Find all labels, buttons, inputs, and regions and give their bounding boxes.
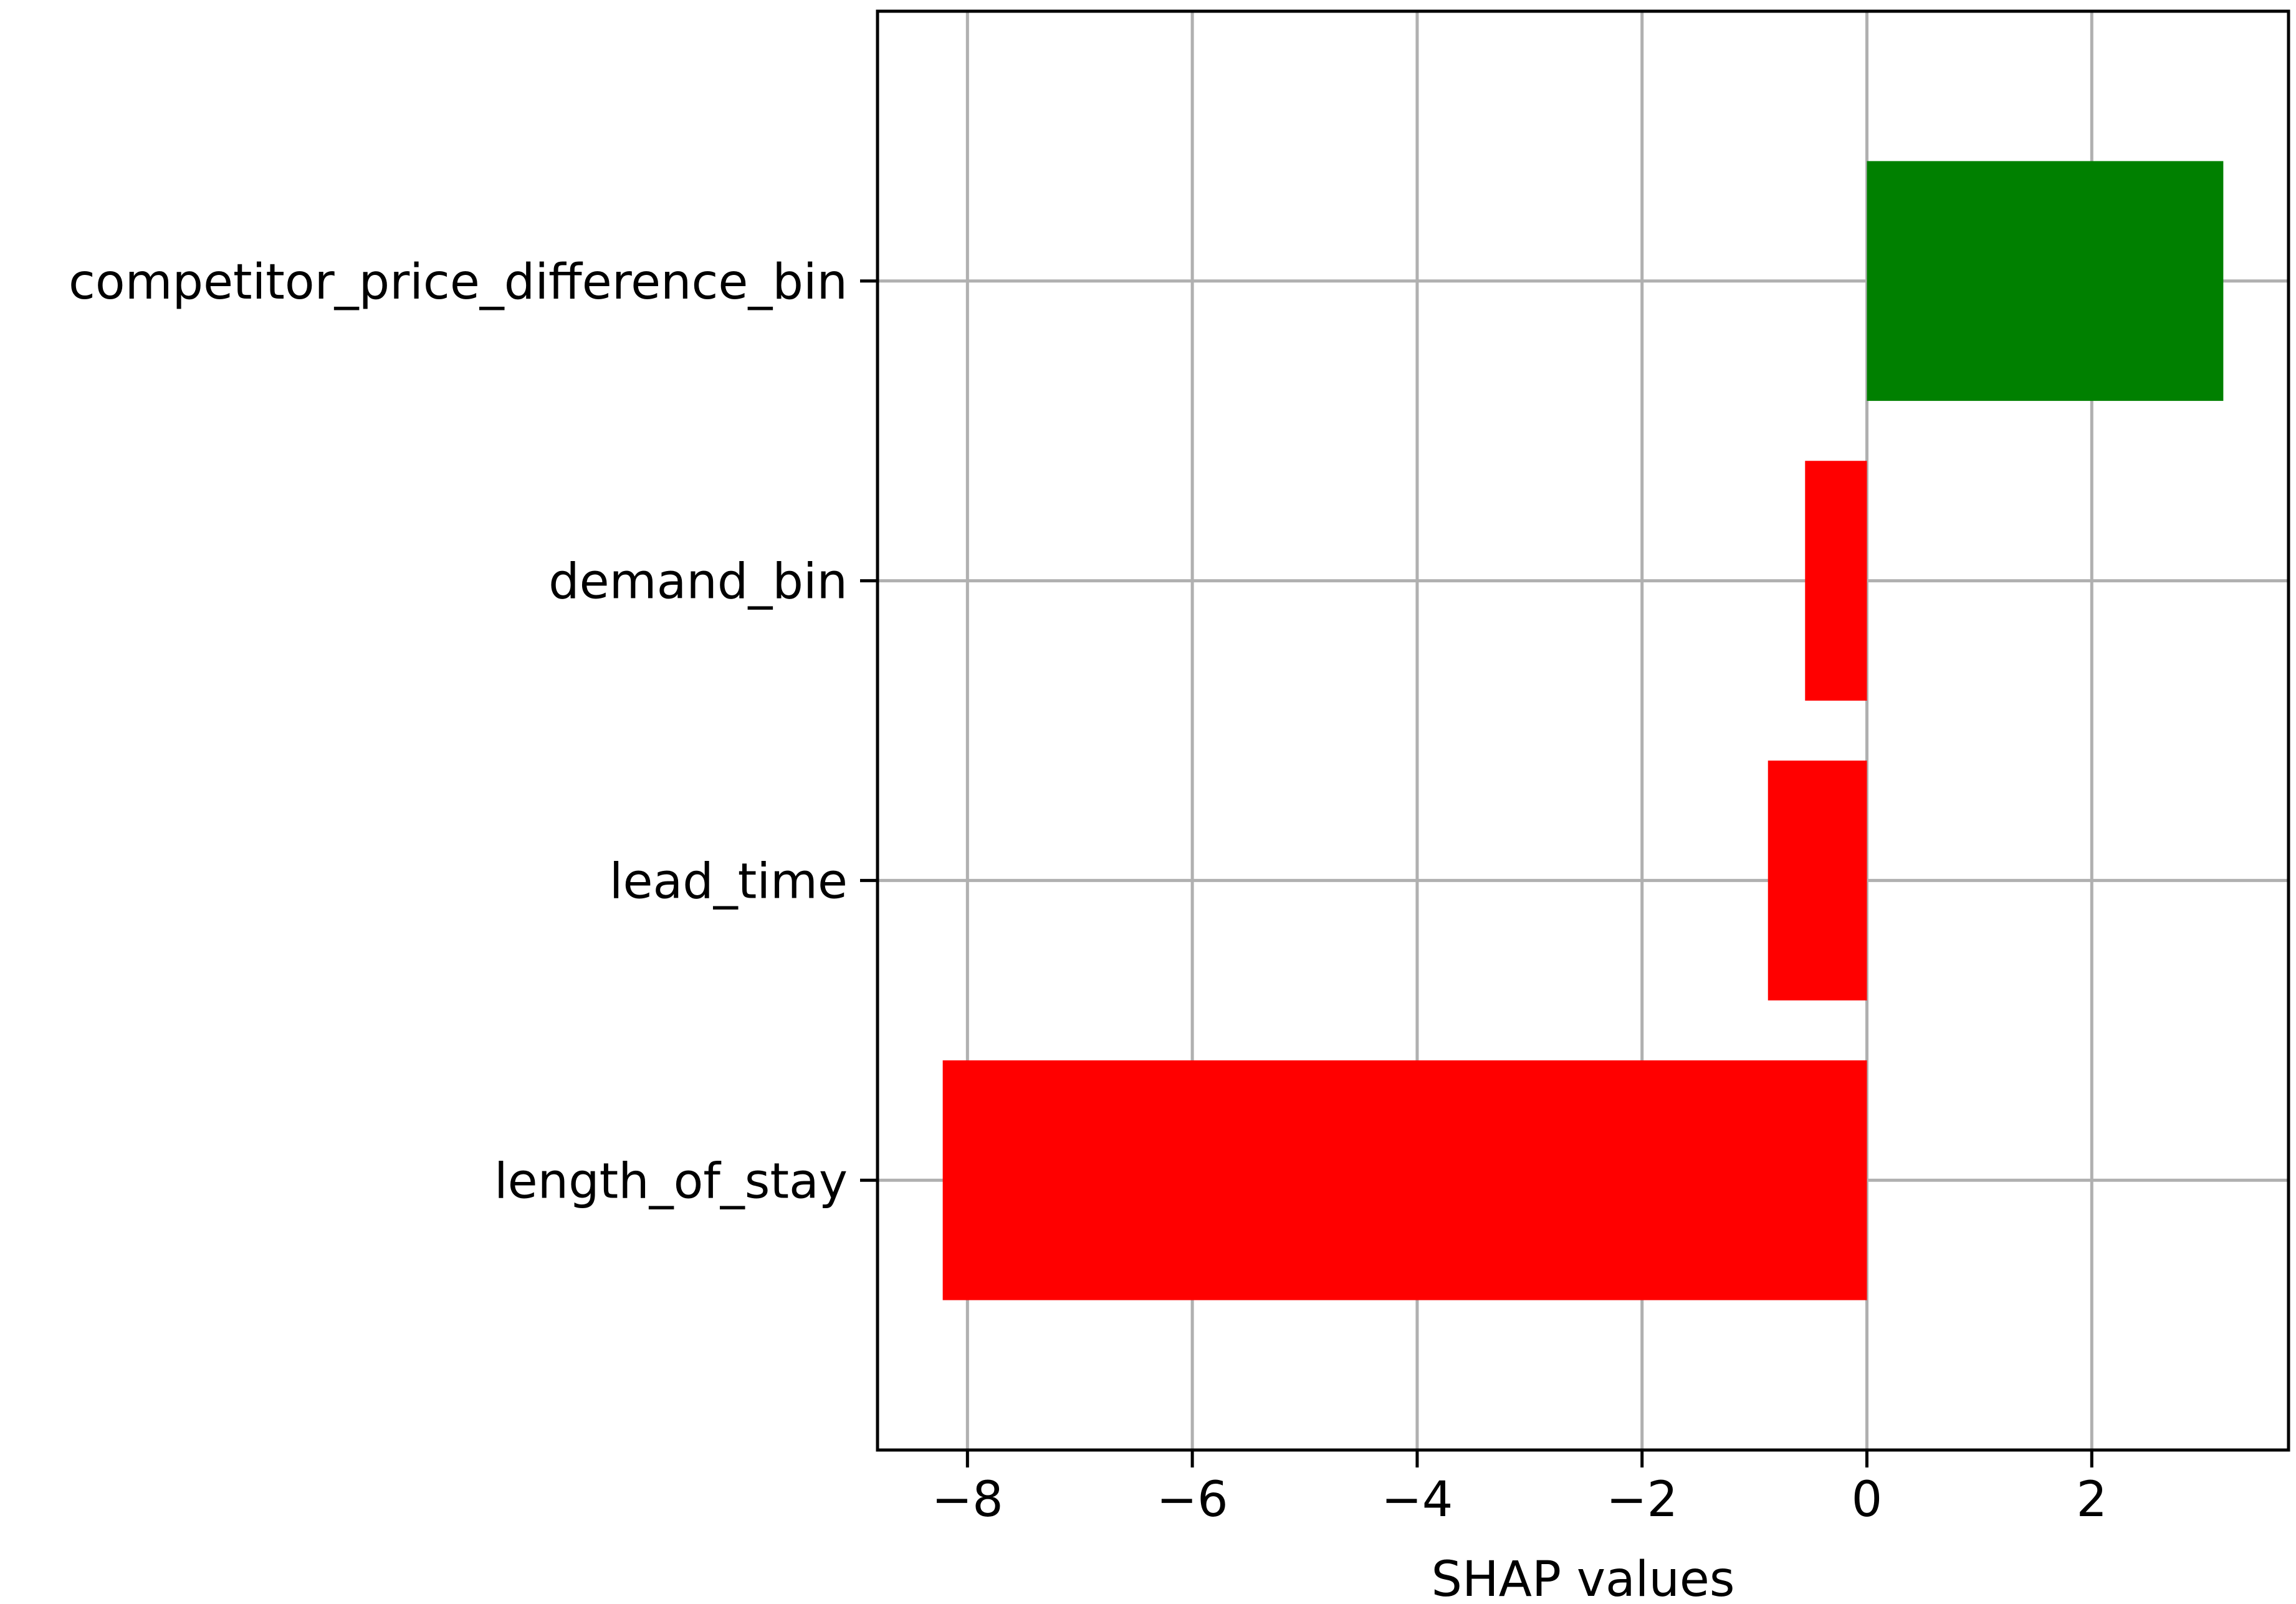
y-tick-label: demand_bin [548, 554, 848, 610]
x-tick-label: −2 [1606, 1472, 1678, 1528]
x-tick-label: −8 [932, 1472, 1003, 1528]
y-tick-label: length_of_stay [494, 1153, 848, 1209]
y-tick-label: competitor_price_difference_bin [69, 254, 848, 310]
x-axis-label: SHAP values [1431, 1552, 1734, 1604]
bar-length-of-stay [942, 1060, 1867, 1300]
bar-lead-time [1767, 761, 1867, 1001]
bar-competitor-price-difference-bin [1867, 161, 2224, 401]
plot-frame [876, 9, 2290, 1452]
x-tick-label: 2 [2076, 1472, 2107, 1528]
bars [942, 161, 2224, 1300]
tick-labels: −8 −6 −4 −2 0 2 competitor_price_difference_bi… [69, 254, 2107, 1528]
y-tick-label: lead_time [610, 853, 848, 910]
x-tick-label: 0 [1852, 1472, 1883, 1528]
bar-demand-bin [1805, 461, 1867, 701]
tick-marks [860, 279, 2093, 1467]
x-tick-label: −4 [1381, 1472, 1453, 1528]
x-tick-label: −6 [1157, 1472, 1228, 1528]
